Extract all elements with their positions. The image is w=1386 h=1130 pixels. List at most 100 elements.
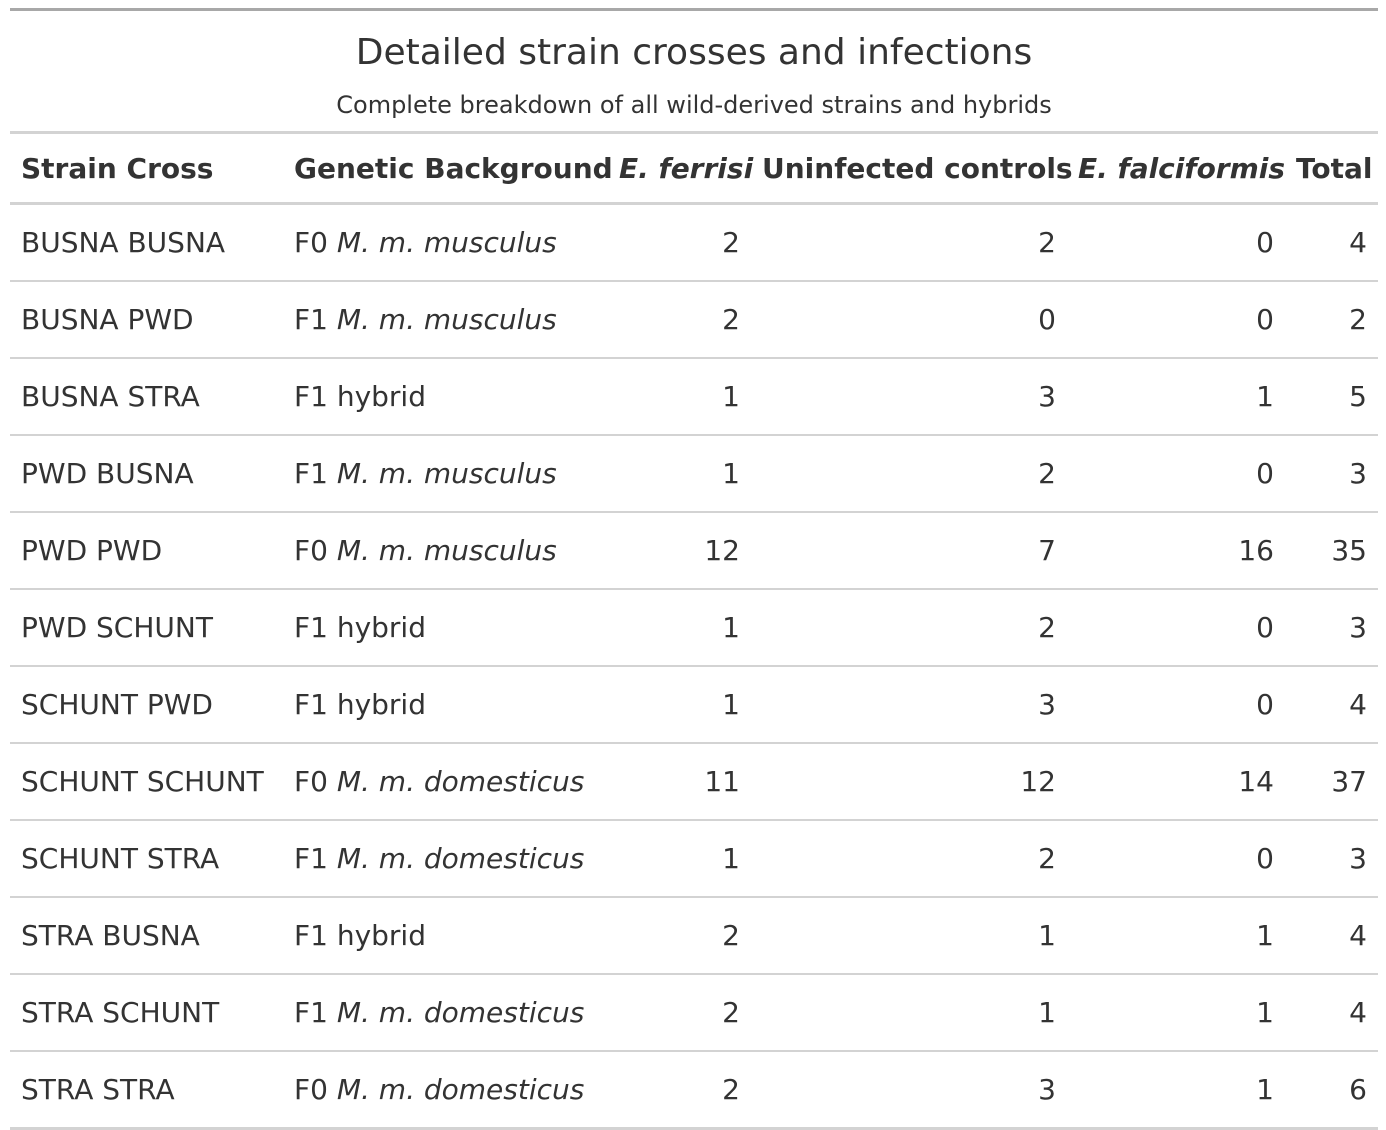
cell-e-falciformis: 0 [1067,203,1285,282]
cell-strain-cross: SCHUNT STRA [10,820,283,898]
cell-e-falciformis: 16 [1067,512,1285,590]
table-row: STRA BUSNA F1 hybrid 2 1 1 4 [10,897,1378,975]
cell-strain-cross: PWD BUSNA [10,435,283,513]
cell-total: 3 [1285,435,1378,513]
cell-e-ferrisi: 1 [608,820,751,898]
cell-e-falciformis: 1 [1067,974,1285,1052]
cell-strain-cross: BUSNA BUSNA [10,203,283,282]
cell-genetic-background: F1 hybrid [283,666,608,744]
table-row: PWD BUSNA F1 M. m. musculus 1 2 0 3 [10,435,1378,513]
table-row: STRA STRA F0 M. m. domesticus 2 3 1 6 [10,1051,1378,1130]
table-row: SCHUNT PWD F1 hybrid 1 3 0 4 [10,666,1378,744]
cell-e-ferrisi: 2 [608,281,751,359]
cell-e-ferrisi: 2 [608,974,751,1052]
gen-prefix: F0 [294,1073,328,1106]
cell-uninfected: 0 [751,281,1067,359]
gen-taxon: M. m. domesticus [336,1073,585,1106]
cell-e-falciformis: 1 [1067,1051,1285,1130]
cell-strain-cross: PWD SCHUNT [10,589,283,667]
table-row: SCHUNT SCHUNT F0 M. m. domesticus 11 12 … [10,743,1378,821]
col-header-genetic-background: Genetic Background [283,134,613,205]
cell-genetic-background: F1 M. m. musculus [283,281,608,359]
gen-prefix: F1 [294,996,328,1029]
cell-uninfected: 2 [751,820,1067,898]
cell-e-falciformis: 1 [1067,358,1285,436]
cell-total: 2 [1285,281,1378,359]
table-heading: Detailed strain crosses and infections C… [10,11,1378,134]
gen-prefix: F0 [294,765,328,798]
col-header-e-ferrisi: E. ferrisi [608,134,753,205]
cell-genetic-background: F0 M. m. musculus [283,203,608,282]
cell-strain-cross: PWD PWD [10,512,283,590]
col-header-e-falciformis: E. falciformis [1067,134,1285,205]
gen-prefix: F1 [294,303,328,336]
cell-e-falciformis: 0 [1067,589,1285,667]
cell-uninfected: 3 [751,666,1067,744]
cell-genetic-background: F0 M. m. domesticus [283,1051,608,1130]
cell-strain-cross: SCHUNT SCHUNT [10,743,283,821]
gen-taxon: M. m. musculus [336,534,557,567]
cell-uninfected: 7 [751,512,1067,590]
cell-total: 4 [1285,974,1378,1052]
cell-genetic-background: F1 hybrid [283,589,608,667]
cell-e-falciformis: 1 [1067,897,1285,975]
cell-strain-cross: BUSNA PWD [10,281,283,359]
cell-uninfected: 1 [751,974,1067,1052]
cell-total: 3 [1285,589,1378,667]
header-row: Strain Cross Genetic Background E. ferri… [10,134,1378,205]
gen-prefix: F1 [294,457,328,490]
cell-genetic-background: F0 M. m. domesticus [283,743,608,821]
cell-uninfected: 12 [751,743,1067,821]
cell-strain-cross: SCHUNT PWD [10,666,283,744]
cell-uninfected: 2 [751,435,1067,513]
cell-e-ferrisi: 1 [608,435,751,513]
cell-uninfected: 3 [751,358,1067,436]
gen-taxon: M. m. musculus [336,303,557,336]
cell-strain-cross: STRA BUSNA [10,897,283,975]
cell-total: 37 [1285,743,1378,821]
table-row: BUSNA PWD F1 M. m. musculus 2 0 0 2 [10,281,1378,359]
cell-e-ferrisi: 1 [608,589,751,667]
gen-taxon: M. m. domesticus [336,996,585,1029]
cell-strain-cross: STRA SCHUNT [10,974,283,1052]
cell-e-ferrisi: 12 [608,512,751,590]
cell-genetic-background: F1 M. m. domesticus [283,974,608,1052]
gen-taxon: M. m. domesticus [336,842,585,875]
cell-total: 4 [1285,203,1378,282]
cell-total: 3 [1285,820,1378,898]
gen-prefix: F1 [294,842,328,875]
gen-prefix: F0 [294,226,328,259]
table-title: Detailed strain crosses and infections [355,32,1033,73]
cell-uninfected: 3 [751,1051,1067,1130]
cell-e-falciformis: 0 [1067,666,1285,744]
strain-table: Strain Cross Genetic Background E. ferri… [10,134,1378,1130]
cell-uninfected: 2 [751,203,1067,282]
col-header-uninfected-controls: Uninfected controls [751,134,1073,205]
cell-e-ferrisi: 11 [608,743,751,821]
cell-e-falciformis: 0 [1067,820,1285,898]
cell-strain-cross: STRA STRA [10,1051,283,1130]
cell-total: 5 [1285,358,1378,436]
gen-prefix: F1 hybrid [294,688,426,721]
table-row: BUSNA STRA F1 hybrid 1 3 1 5 [10,358,1378,436]
data-table: Detailed strain crosses and infections C… [10,8,1378,1130]
cell-total: 6 [1285,1051,1378,1130]
cell-e-ferrisi: 1 [608,666,751,744]
table-body: BUSNA BUSNA F0 M. m. musculus 2 2 0 4 BU… [10,203,1378,1130]
table-subtitle: Complete breakdown of all wild-derived s… [336,91,1052,119]
col-header-total: Total [1285,134,1378,205]
cell-e-ferrisi: 2 [608,203,751,282]
cell-total: 35 [1285,512,1378,590]
table-row: PWD PWD F0 M. m. musculus 12 7 16 35 [10,512,1378,590]
table-row: STRA SCHUNT F1 M. m. domesticus 2 1 1 4 [10,974,1378,1052]
gen-prefix: F1 hybrid [294,919,426,952]
table-row: SCHUNT STRA F1 M. m. domesticus 1 2 0 3 [10,820,1378,898]
cell-uninfected: 2 [751,589,1067,667]
cell-e-falciformis: 0 [1067,435,1285,513]
cell-genetic-background: F1 hybrid [283,897,608,975]
cell-strain-cross: BUSNA STRA [10,358,283,436]
cell-total: 4 [1285,897,1378,975]
gen-prefix: F1 hybrid [294,611,426,644]
cell-total: 4 [1285,666,1378,744]
top-rule [10,8,1378,11]
